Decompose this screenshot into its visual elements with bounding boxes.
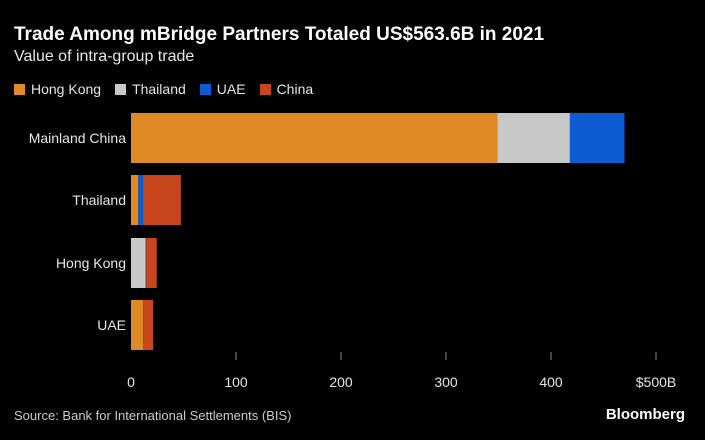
legend-swatch	[14, 83, 25, 95]
bar-segment	[138, 175, 144, 225]
bar-segment	[131, 113, 498, 163]
bar-segment	[145, 238, 147, 288]
legend-item: Thailand	[115, 81, 186, 97]
legend-label: UAE	[216, 81, 246, 97]
bloomberg-logo: Bloomberg	[605, 406, 685, 423]
legend-label: China	[276, 81, 314, 97]
bar-segment	[146, 238, 157, 288]
bar-segment	[131, 300, 144, 350]
x-tick-label: $500B	[636, 374, 676, 390]
chart-subtitle: Value of intra-group trade	[14, 48, 195, 65]
source-note: Source: Bank for International Settlemen…	[14, 408, 292, 423]
bar-segment	[569, 113, 625, 163]
chart-title: Trade Among mBridge Partners Totaled US$…	[14, 24, 545, 45]
bar-segment	[131, 175, 139, 225]
bar-segment	[497, 113, 570, 163]
legend-swatch	[115, 83, 127, 95]
legend-swatch	[259, 83, 271, 95]
legend-label: Thailand	[132, 81, 186, 97]
legend: Hong Kong Thailand UAE China	[14, 81, 313, 97]
bar-segment	[143, 175, 181, 225]
category-label: Mainland China	[29, 130, 126, 146]
legend-item: UAE	[199, 81, 246, 97]
legend-item: Hong Kong	[14, 81, 101, 97]
legend-swatch	[199, 83, 211, 95]
legend-label: Hong Kong	[31, 81, 102, 97]
category-label: Hong Kong	[56, 255, 126, 271]
x-tick-label: 400	[539, 374, 563, 390]
x-tick-label: 0	[127, 374, 135, 390]
x-tick-label: 100	[224, 374, 248, 390]
bar-segment	[143, 300, 154, 350]
category-label: UAE	[97, 317, 126, 333]
x-tick-label: 200	[329, 374, 353, 390]
category-label: Thailand	[72, 192, 126, 208]
legend-item: China	[259, 81, 314, 97]
bar-segment	[131, 238, 146, 288]
x-tick-label: 300	[434, 374, 458, 390]
